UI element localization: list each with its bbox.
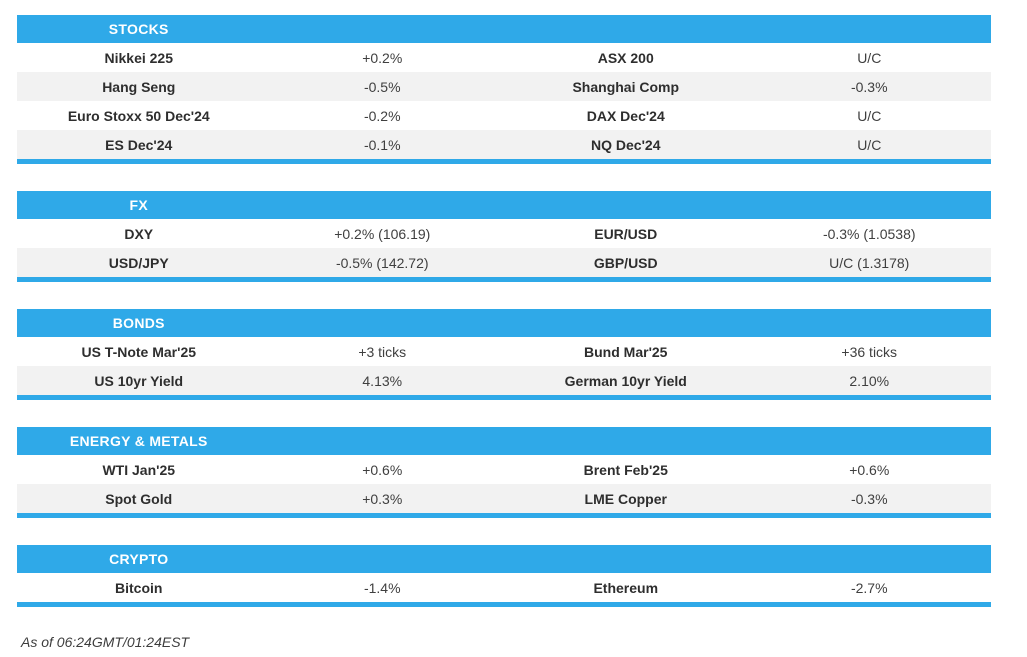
instrument-label: US T-Note Mar'25 (81, 343, 197, 360)
section-title: STOCKS (108, 21, 169, 37)
instrument-label: ES Dec'24 (105, 136, 173, 153)
change-value: +0.6% (362, 461, 403, 478)
change-value: U/C (857, 49, 882, 66)
section-title: ENERGY & METALS (69, 433, 208, 449)
section-title: FX (129, 197, 148, 213)
instrument-label: GBP/USD (593, 254, 658, 271)
instrument-label: Bitcoin (115, 579, 163, 596)
change-value: -1.4% (363, 579, 401, 596)
change-value: U/C (857, 136, 882, 153)
change-value: -0.3% (850, 490, 888, 507)
section-rows: Bitcoin -1.4% Ethereum -2.7% (17, 573, 991, 602)
section-header-stocks: STOCKS (17, 15, 991, 43)
section-energy-metals: ENERGY & METALS WTI Jan'25 +0.6% Brent F… (17, 427, 991, 518)
instrument-label: Brent Feb'25 (583, 461, 668, 478)
instrument-label: DXY (124, 225, 154, 242)
table-row: Hang Seng -0.5% Shanghai Comp -0.3% (17, 72, 991, 101)
section-bonds: BONDS US T-Note Mar'25 +3 ticks Bund Mar… (17, 309, 991, 400)
instrument-label: Shanghai Comp (572, 78, 680, 95)
section-crypto: CRYPTO Bitcoin -1.4% Ethereum -2.7% (17, 545, 991, 607)
section-rows: DXY +0.2% (106.19) EUR/USD -0.3% (1.0538… (17, 219, 991, 277)
change-value: +3 ticks (358, 343, 407, 360)
change-value: 2.10% (849, 372, 890, 389)
section-title: BONDS (112, 315, 165, 331)
change-value: +0.6% (849, 461, 890, 478)
instrument-label: Hang Seng (102, 78, 176, 95)
section-header-fx: FX (17, 191, 991, 219)
section-header-bonds: BONDS (17, 309, 991, 337)
table-row: ES Dec'24 -0.1% NQ Dec'24 U/C (17, 130, 991, 159)
change-value: -0.5% (363, 78, 401, 95)
table-row: Euro Stoxx 50 Dec'24 -0.2% DAX Dec'24 U/… (17, 101, 991, 130)
instrument-label: Spot Gold (105, 490, 173, 507)
instrument-label: DAX Dec'24 (586, 107, 665, 124)
instrument-label: USD/JPY (108, 254, 169, 271)
section-rows: WTI Jan'25 +0.6% Brent Feb'25 +0.6% Spot… (17, 455, 991, 513)
section-fx: FX DXY +0.2% (106.19) EUR/USD -0.3% (1.0… (17, 191, 991, 282)
table-row: Nikkei 225 +0.2% ASX 200 U/C (17, 43, 991, 72)
change-value: -2.7% (850, 579, 888, 596)
change-value: 4.13% (362, 372, 403, 389)
instrument-label: NQ Dec'24 (591, 136, 661, 153)
table-row: WTI Jan'25 +0.6% Brent Feb'25 +0.6% (17, 455, 991, 484)
change-value: U/C (857, 107, 882, 124)
change-value: -0.5% (142.72) (335, 254, 429, 271)
change-value: +0.2% (106.19) (334, 225, 431, 242)
section-rows: Nikkei 225 +0.2% ASX 200 U/C Hang Seng -… (17, 43, 991, 159)
change-value: -0.2% (363, 107, 401, 124)
instrument-label: Bund Mar'25 (584, 343, 668, 360)
change-value: -0.1% (363, 136, 401, 153)
instrument-label: US 10yr Yield (94, 372, 184, 389)
table-row: US T-Note Mar'25 +3 ticks Bund Mar'25 +3… (17, 337, 991, 366)
change-value: -0.3% (1.0538) (822, 225, 916, 242)
table-row: US 10yr Yield 4.13% German 10yr Yield 2.… (17, 366, 991, 395)
change-value: +0.3% (362, 490, 403, 507)
section-stocks: STOCKS Nikkei 225 +0.2% ASX 200 U/C Hang… (17, 15, 991, 164)
section-title: CRYPTO (109, 551, 169, 567)
change-value: -0.3% (850, 78, 888, 95)
section-header-energy-metals: ENERGY & METALS (17, 427, 991, 455)
instrument-label: Nikkei 225 (104, 49, 174, 66)
instrument-label: ASX 200 (597, 49, 654, 66)
table-row: Bitcoin -1.4% Ethereum -2.7% (17, 573, 991, 602)
change-value: +0.2% (362, 49, 403, 66)
section-header-crypto: CRYPTO (17, 545, 991, 573)
table-row: DXY +0.2% (106.19) EUR/USD -0.3% (1.0538… (17, 219, 991, 248)
section-rows: US T-Note Mar'25 +3 ticks Bund Mar'25 +3… (17, 337, 991, 395)
instrument-label: LME Copper (584, 490, 667, 507)
table-row: USD/JPY -0.5% (142.72) GBP/USD U/C (1.31… (17, 248, 991, 277)
instrument-label: German 10yr Yield (564, 372, 687, 389)
change-value: +36 ticks (841, 343, 898, 360)
table-row: Spot Gold +0.3% LME Copper -0.3% (17, 484, 991, 513)
instrument-label: Ethereum (593, 579, 659, 596)
as-of-timestamp: As of 06:24GMT/01:24EST (21, 634, 190, 650)
instrument-label: Euro Stoxx 50 Dec'24 (67, 107, 210, 124)
change-value: U/C (1.3178) (829, 254, 910, 271)
instrument-label: WTI Jan'25 (102, 461, 176, 478)
instrument-label: EUR/USD (594, 225, 658, 242)
